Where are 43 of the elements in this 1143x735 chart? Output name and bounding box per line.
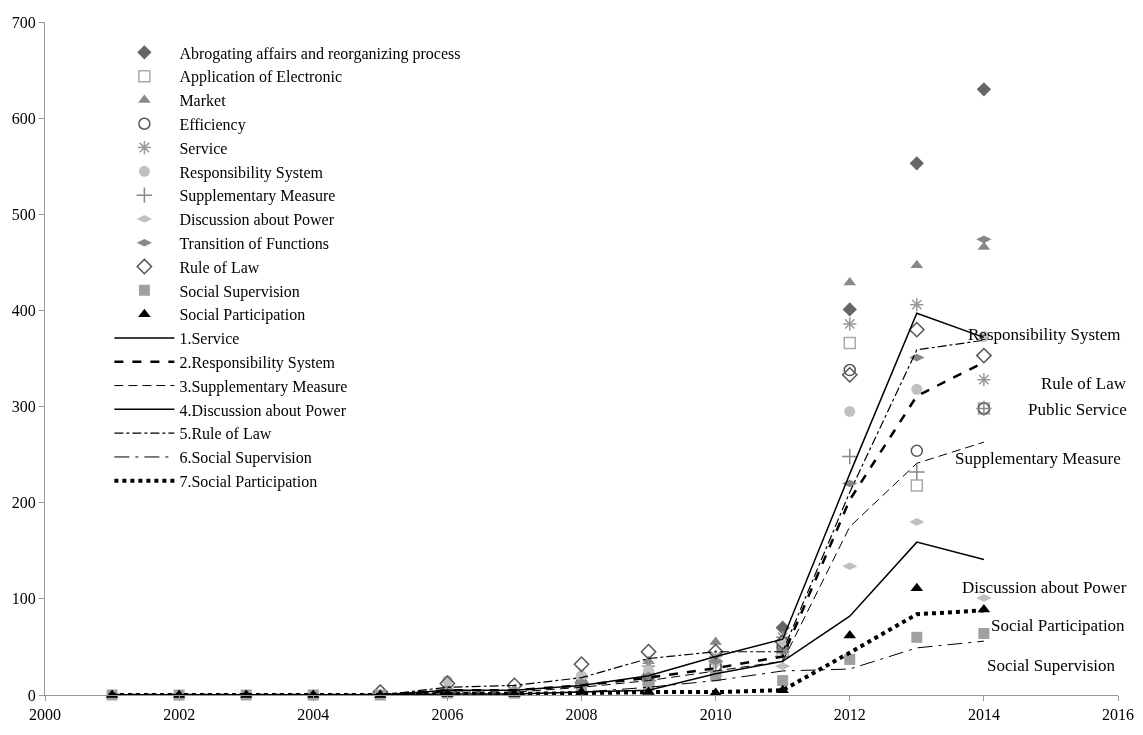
legend-label: Responsibility System <box>179 163 324 182</box>
legend-label: 3.Supplementary Measure <box>179 377 348 396</box>
legend-label: Abrogating affairs and reorganizing process <box>179 44 461 63</box>
legend-label: Application of Electronic <box>179 68 342 87</box>
y-tick-label: 0 <box>27 686 36 704</box>
annotation: Discussion about Power <box>962 578 1127 597</box>
legend-label: Rule of Law <box>179 258 260 276</box>
legend-label: 5.Rule of Law <box>179 425 272 443</box>
x-tick-label: 2016 <box>1102 706 1134 724</box>
legend-label: 2.Responsibility System <box>179 354 336 372</box>
annotation: Rule of Law <box>1041 374 1127 393</box>
annotation: Social Participation <box>991 616 1126 635</box>
legend-label: 4.Discussion about Power <box>179 401 347 419</box>
legend-label: Market <box>179 92 227 110</box>
legend-label: 6.Social Supervision <box>179 449 312 468</box>
x-tick-label: 2010 <box>699 706 732 724</box>
annotation: Social Supervision <box>987 656 1116 675</box>
legend-label: Service <box>179 139 228 157</box>
annotation: Responsibility System <box>968 325 1121 344</box>
legend-label: Supplementary Measure <box>179 187 336 206</box>
y-tick-label: 300 <box>11 398 36 416</box>
legend-label: Social Participation <box>179 306 306 325</box>
annotation: Public Service <box>1028 400 1127 419</box>
legend-label: Social Supervision <box>179 282 300 301</box>
y-tick-label: 700 <box>11 13 36 31</box>
y-tick-label: 100 <box>11 590 36 608</box>
y-tick-label: 200 <box>11 494 36 512</box>
x-tick-label: 2014 <box>967 706 1000 724</box>
x-tick-label: 2006 <box>431 706 464 724</box>
legend-label: 1.Service <box>179 330 240 348</box>
annotation: Supplementary Measure <box>955 449 1121 468</box>
x-tick-label: 2012 <box>833 706 866 724</box>
legend-label: Transition of Functions <box>179 235 330 252</box>
x-tick-label: 2004 <box>297 706 330 724</box>
legend-label: Discussion about Power <box>179 211 335 229</box>
y-tick-label: 600 <box>11 109 36 127</box>
y-tick-label: 500 <box>11 205 36 223</box>
x-tick-label: 2002 <box>163 706 196 724</box>
legend-label: Efficiency <box>179 116 246 134</box>
x-tick-label: 2000 <box>29 706 61 724</box>
legend-label: 7.Social Participation <box>179 473 318 491</box>
x-tick-label: 2008 <box>565 706 598 724</box>
y-tick-label: 400 <box>11 302 36 320</box>
